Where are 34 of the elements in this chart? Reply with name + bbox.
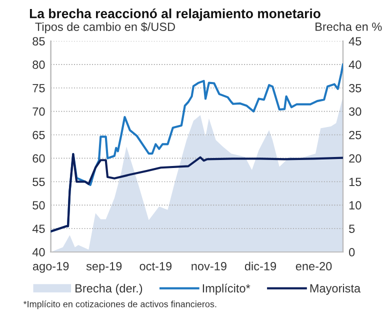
- y2-tick-label: 25: [349, 130, 362, 140]
- x-tick-label: dic-19: [244, 262, 276, 270]
- y2-tick-label: 15: [349, 178, 362, 186]
- y2-axis-title: Brecha en %: [316, 22, 382, 31]
- y2-tick-label: 45: [348, 37, 362, 46]
- legend-label: Implícito*: [202, 284, 250, 295]
- y-tick-label: 65: [32, 130, 45, 140]
- y-tick-label: 70: [32, 107, 45, 116]
- legend-label: Mayorista: [310, 284, 361, 295]
- y-tick-label: 85: [32, 37, 45, 46]
- line-series: [50, 152, 343, 232]
- y-tick-label: 55: [32, 178, 45, 186]
- x-tick-label: nov-19: [192, 262, 226, 270]
- x-tick-label: ago-19: [32, 262, 69, 273]
- y2-tick-label: 5: [349, 224, 355, 233]
- y-tick-label: 75: [32, 84, 45, 92]
- y2-tick-label: 35: [349, 84, 362, 92]
- legend-label: Brecha (der.): [76, 284, 142, 295]
- x-tick-label: sep-19: [86, 262, 122, 273]
- y-tick-label: 60: [32, 154, 45, 163]
- y-tick-label: 45: [32, 224, 45, 233]
- x-tick-label: ene-20: [296, 262, 332, 270]
- x-tick-label: oct-19: [140, 262, 172, 270]
- y2-tick-label: 40: [348, 60, 362, 69]
- y-tick-label: 40: [32, 248, 45, 256]
- y2-tick-label: 30: [349, 107, 362, 116]
- text: *Implícito en cotizaciones de activos financieros.: [23, 300, 216, 310]
- y2-tick-label: 0: [349, 248, 355, 256]
- y-tick-label: 50: [32, 201, 45, 210]
- chart-title: La brecha reaccionó al relajamiento monetario: [30, 8, 320, 21]
- y2-tick-label: 20: [349, 154, 362, 163]
- y-axis-title: Tipos de cambio en $/USD: [35, 22, 175, 34]
- y-tick-label: 80: [32, 60, 45, 69]
- y2-tick-label: 10: [349, 201, 362, 210]
